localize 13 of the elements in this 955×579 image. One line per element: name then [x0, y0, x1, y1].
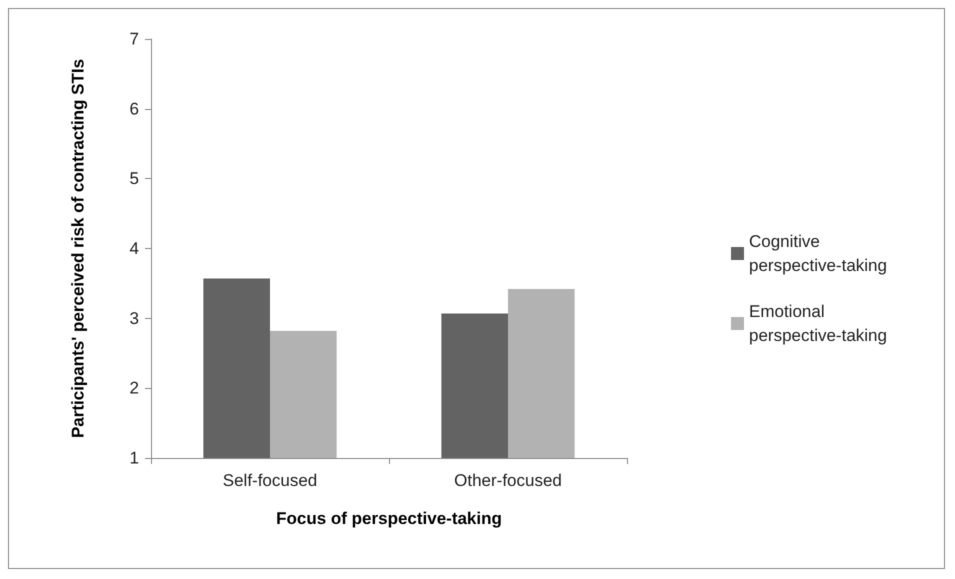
x-axis-title: Focus of perspective-taking [276, 509, 502, 528]
y-tick-label: 4 [130, 239, 139, 258]
legend-label: Cognitive perspective-taking [749, 232, 887, 275]
y-tick-label: 5 [130, 169, 139, 188]
x-tick-label: Other-focused [454, 471, 562, 490]
y-tick-label: 3 [130, 308, 139, 328]
legend-label: Emotional perspective-taking [749, 302, 887, 345]
y-tick-label: 2 [130, 378, 139, 398]
y-tick-label: 6 [130, 99, 139, 118]
y-tick-label: 7 [130, 30, 139, 48]
y-axis-title: Participants' perceived risk of contracting STIs [68, 58, 88, 438]
x-tick-label: Self-focused [222, 471, 318, 490]
y-tick-label: 1 [130, 448, 139, 468]
